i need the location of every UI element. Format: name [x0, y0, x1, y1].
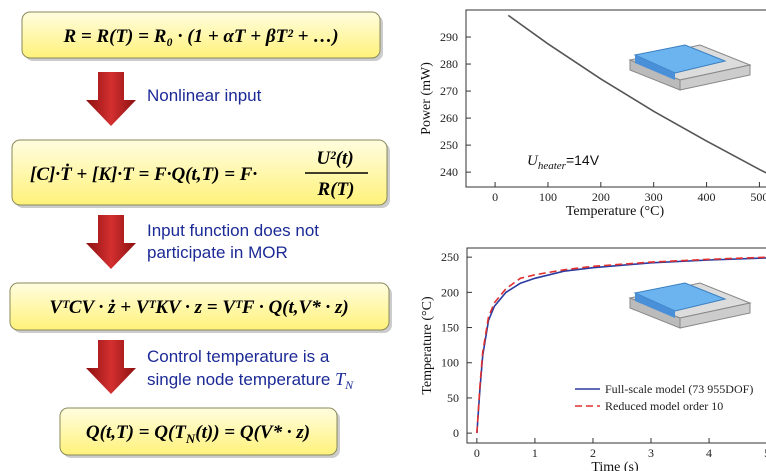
legend-label: Full-scale model (73 955DOF) — [605, 382, 753, 396]
x-tick-label: 2 — [590, 446, 596, 460]
formula: Q(t,T) = Q(TN(t)) = Q(V* · z) — [86, 422, 310, 446]
x-tick-label: 300 — [645, 190, 663, 204]
data-line — [508, 15, 766, 174]
plot-frame — [466, 10, 766, 187]
annotation: Input function does not — [147, 221, 319, 240]
y-tick-label: 150 — [441, 321, 459, 335]
device-image — [630, 283, 750, 328]
annotation-text: =14V — [566, 152, 600, 168]
x-tick-label: 3 — [648, 446, 654, 460]
annotation: Control temperature is a — [147, 347, 330, 366]
x-tick-label: 400 — [698, 190, 716, 204]
y-tick-label: 250 — [440, 138, 458, 152]
formula-part: (t)) = Q(V* · z) — [195, 422, 310, 443]
formula-denominator: R(T) — [317, 179, 355, 200]
formula-numerator: U²(t) — [316, 148, 353, 169]
x-tick-label: 500 — [750, 190, 766, 204]
annotation: Nonlinear input — [147, 86, 262, 105]
formula: [C]·Ṫ + [K]·T = F·Q(t,T) = F· — [30, 163, 257, 185]
y-tick-label: 0 — [453, 426, 459, 440]
annotation-line: single node temperature — [147, 370, 335, 389]
y-tick-label: 240 — [440, 165, 458, 179]
x-tick-label: 200 — [592, 190, 610, 204]
x-tick-label: 0 — [492, 190, 498, 204]
x-axis-title: Temperature (°C) — [566, 204, 665, 219]
y-tick-label: 200 — [441, 285, 459, 299]
arrows — [86, 72, 136, 394]
y-tick-label: 290 — [440, 30, 458, 44]
x-tick-label: 0 — [474, 446, 480, 460]
legend-label: Reduced model order 10 — [605, 399, 723, 413]
y-tick-label: 280 — [440, 57, 458, 71]
annotation: participate in MOR — [147, 243, 288, 262]
y-tick-label: 250 — [441, 250, 459, 264]
y-axis-title: Power (mW) — [419, 62, 434, 135]
x-axis-title: Time (s) — [591, 460, 639, 471]
y-tick-label: 270 — [440, 84, 458, 98]
x-tick-label: 4 — [706, 446, 712, 460]
y-tick-label: 50 — [447, 391, 459, 405]
formula-subscript: N — [185, 431, 196, 446]
annotation: single node temperature TN — [147, 369, 354, 392]
y-axis-title: Temperature (°C) — [420, 296, 435, 395]
x-tick-label: 1 — [532, 446, 538, 460]
plot-frame — [467, 248, 766, 443]
device-image — [630, 45, 750, 90]
annotation: Uheater=14V — [527, 152, 600, 172]
y-tick-label: 100 — [441, 356, 459, 370]
y-tick-label: 260 — [440, 111, 458, 125]
slide: R = R(T) = R₀ · (1 + αT + βT² + …) [C]·Ṫ… — [0, 0, 766, 471]
annotation-subscript: N — [344, 378, 354, 392]
formula: VᵀCV · ż + VᵀKV · z = VᵀF · Q(t,V* · z) — [49, 297, 348, 318]
x-tick-label: 100 — [539, 190, 557, 204]
formula: R = R(T) = R₀ · (1 + αT + βT² + …) — [62, 26, 338, 47]
annotation-subscript: heater — [538, 160, 567, 172]
formula-part: Q(t,T) = Q(T — [86, 422, 187, 443]
